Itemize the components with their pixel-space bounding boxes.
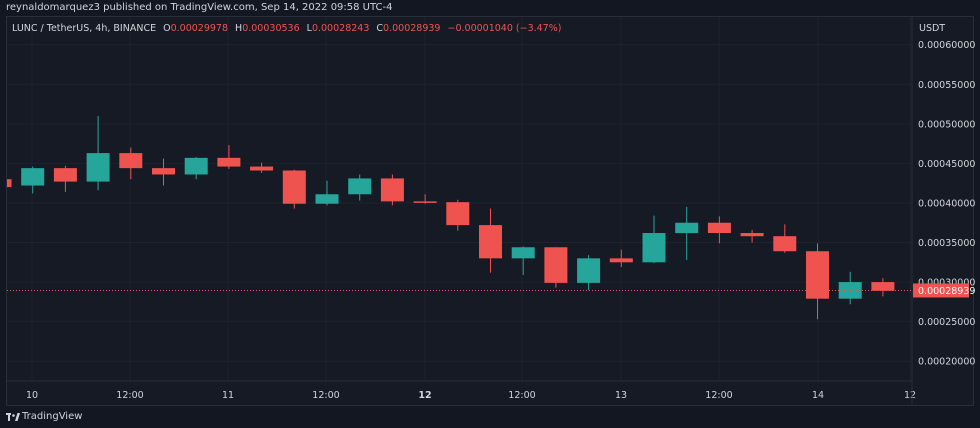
candle-body-down[interactable] (871, 282, 895, 291)
low-value: 0.00028243 (311, 23, 370, 34)
candle-body-down[interactable] (773, 236, 797, 252)
y-tick-label: 0.00040000 (918, 198, 975, 209)
y-tick-label: 0.00020000 (918, 357, 975, 368)
publish-bar: reynaldomarquez3 published on TradingVie… (0, 0, 980, 16)
y-tick-label: 0.00060000 (918, 40, 975, 51)
x-tick-label: 12 (904, 390, 916, 401)
candle-body-down[interactable] (119, 153, 143, 169)
current-price-tag (913, 283, 969, 298)
candle-body-down[interactable] (413, 201, 437, 203)
y-tick-label: 0.00030000 (918, 278, 975, 289)
candle-body-down[interactable] (53, 168, 77, 182)
tradingview-brand[interactable]: TradingView (22, 411, 83, 422)
candle-body-up[interactable] (86, 153, 110, 182)
symbol-label[interactable]: LUNC / TetherUS, 4h, BINANCE (12, 23, 157, 34)
candle-body-down[interactable] (250, 166, 274, 171)
candle-body-up[interactable] (675, 222, 699, 234)
ohlc-legend: LUNC / TetherUS, 4h, BINANCE O0.00029978… (12, 23, 561, 34)
candle-body-down[interactable] (217, 157, 241, 167)
footer (0, 408, 980, 428)
change-value: −0.00001040 (−3.47%) (447, 23, 562, 34)
candle-body-up[interactable] (21, 168, 45, 186)
candle-body-down[interactable] (380, 178, 404, 202)
x-tick-label: 10 (26, 390, 38, 401)
y-tick-label: 0.00055000 (918, 80, 975, 91)
candle-body-down[interactable] (740, 233, 764, 237)
x-tick-label: 14 (812, 390, 824, 401)
open-value: 0.00029978 (170, 23, 229, 34)
published-info: reynaldomarquez3 published on TradingVie… (6, 2, 393, 13)
price-axis-unit[interactable]: USDT (919, 23, 946, 34)
tradingview-logo-icon[interactable] (6, 412, 20, 422)
x-tick-label: 12 (418, 390, 431, 401)
close-label: C (376, 23, 384, 34)
candles-group (0, 115, 895, 320)
low-label: L (306, 23, 312, 34)
x-tick-label: 12:00 (508, 390, 535, 401)
candle-body-down[interactable] (479, 225, 502, 259)
open-label: O (163, 23, 171, 34)
candle-body-down[interactable] (544, 247, 568, 283)
x-tick-label: 11 (222, 390, 234, 401)
x-tick-label: 13 (615, 390, 627, 401)
candle-body-up[interactable] (348, 178, 372, 195)
candle-body-down[interactable] (806, 251, 829, 299)
candle-body-down[interactable] (609, 258, 633, 263)
close-value: 0.00028939 (383, 23, 441, 34)
candle-body-up[interactable] (184, 157, 208, 175)
y-tick-label: 0.00045000 (918, 159, 975, 170)
candle-body-down[interactable] (282, 170, 306, 204)
candle-body-down[interactable] (446, 202, 470, 226)
candle-body-down[interactable] (0, 179, 12, 188)
x-tick-label: 12:00 (705, 390, 732, 401)
y-tick-label: 0.00025000 (918, 317, 975, 328)
candle-body-up[interactable] (642, 233, 666, 263)
high-value: 0.00030536 (242, 23, 300, 34)
candle-body-down[interactable] (152, 168, 175, 175)
x-tick-label: 12:00 (116, 390, 143, 401)
y-tick-label: 0.00035000 (918, 238, 975, 249)
y-tick-label: 0.00050000 (918, 119, 975, 130)
candle-body-up[interactable] (577, 258, 601, 283)
candle-body-up[interactable] (315, 194, 339, 204)
candle-body-up[interactable] (511, 247, 535, 259)
current-price-label: 0.00028939 (918, 286, 975, 297)
x-tick-label: 12:00 (312, 390, 339, 401)
candle-body-down[interactable] (707, 222, 731, 234)
high-label: H (235, 23, 243, 34)
